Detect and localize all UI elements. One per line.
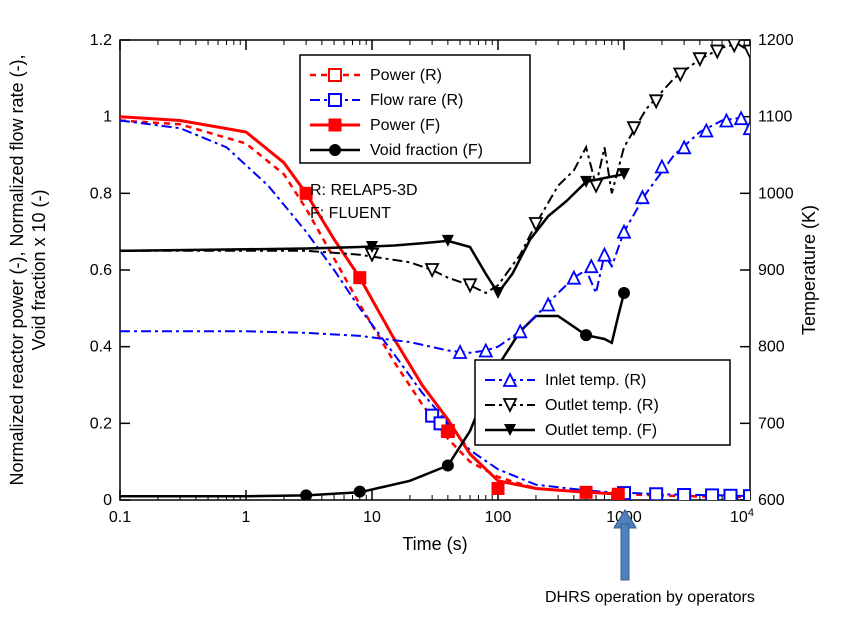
svg-text:1000: 1000 bbox=[758, 185, 794, 202]
svg-text:R: RELAP5-3D: R: RELAP5-3D bbox=[310, 182, 418, 199]
svg-text:Temperature (K): Temperature (K) bbox=[799, 205, 819, 335]
svg-text:0: 0 bbox=[103, 492, 112, 509]
svg-text:1200: 1200 bbox=[758, 32, 794, 49]
svg-text:0.8: 0.8 bbox=[90, 185, 112, 202]
svg-text:DHRS operation by operators: DHRS operation by operators bbox=[545, 589, 755, 606]
svg-text:Void fraction x 10 (-): Void fraction x 10 (-) bbox=[29, 189, 49, 350]
svg-text:600: 600 bbox=[758, 492, 785, 509]
svg-text:900: 900 bbox=[758, 262, 785, 279]
svg-text:0.4: 0.4 bbox=[90, 339, 112, 356]
svg-text:Outlet temp. (R): Outlet temp. (R) bbox=[545, 397, 659, 414]
svg-text:Power (R): Power (R) bbox=[370, 67, 442, 84]
svg-text:Void fraction (F): Void fraction (F) bbox=[370, 142, 483, 159]
svg-text:800: 800 bbox=[758, 339, 785, 356]
svg-text:1: 1 bbox=[103, 109, 112, 126]
svg-text:1: 1 bbox=[242, 509, 251, 526]
chart-container: 0.11101001000104Time (s)00.20.40.60.811.… bbox=[0, 0, 863, 620]
svg-text:Inlet temp. (R): Inlet temp. (R) bbox=[545, 372, 646, 389]
svg-text:Power (F): Power (F) bbox=[370, 117, 440, 134]
svg-text:1.2: 1.2 bbox=[90, 32, 112, 49]
svg-text:1100: 1100 bbox=[758, 109, 793, 126]
chart-svg: 0.11101001000104Time (s)00.20.40.60.811.… bbox=[0, 0, 863, 620]
svg-text:0.2: 0.2 bbox=[90, 415, 112, 432]
svg-text:0.1: 0.1 bbox=[109, 509, 131, 526]
svg-text:100: 100 bbox=[485, 509, 512, 526]
svg-text:0.6: 0.6 bbox=[90, 262, 112, 279]
svg-text:Flow rare (R): Flow rare (R) bbox=[370, 92, 463, 109]
svg-text:700: 700 bbox=[758, 415, 785, 432]
svg-text:Time (s): Time (s) bbox=[402, 534, 467, 554]
svg-text:Normalized reactor power (-),: Normalized reactor power (-), Normalized… bbox=[7, 54, 27, 485]
svg-text:10: 10 bbox=[363, 509, 381, 526]
svg-text:F: FLUENT: F: FLUENT bbox=[310, 205, 391, 222]
svg-text:Outlet temp. (F): Outlet temp. (F) bbox=[545, 422, 657, 439]
